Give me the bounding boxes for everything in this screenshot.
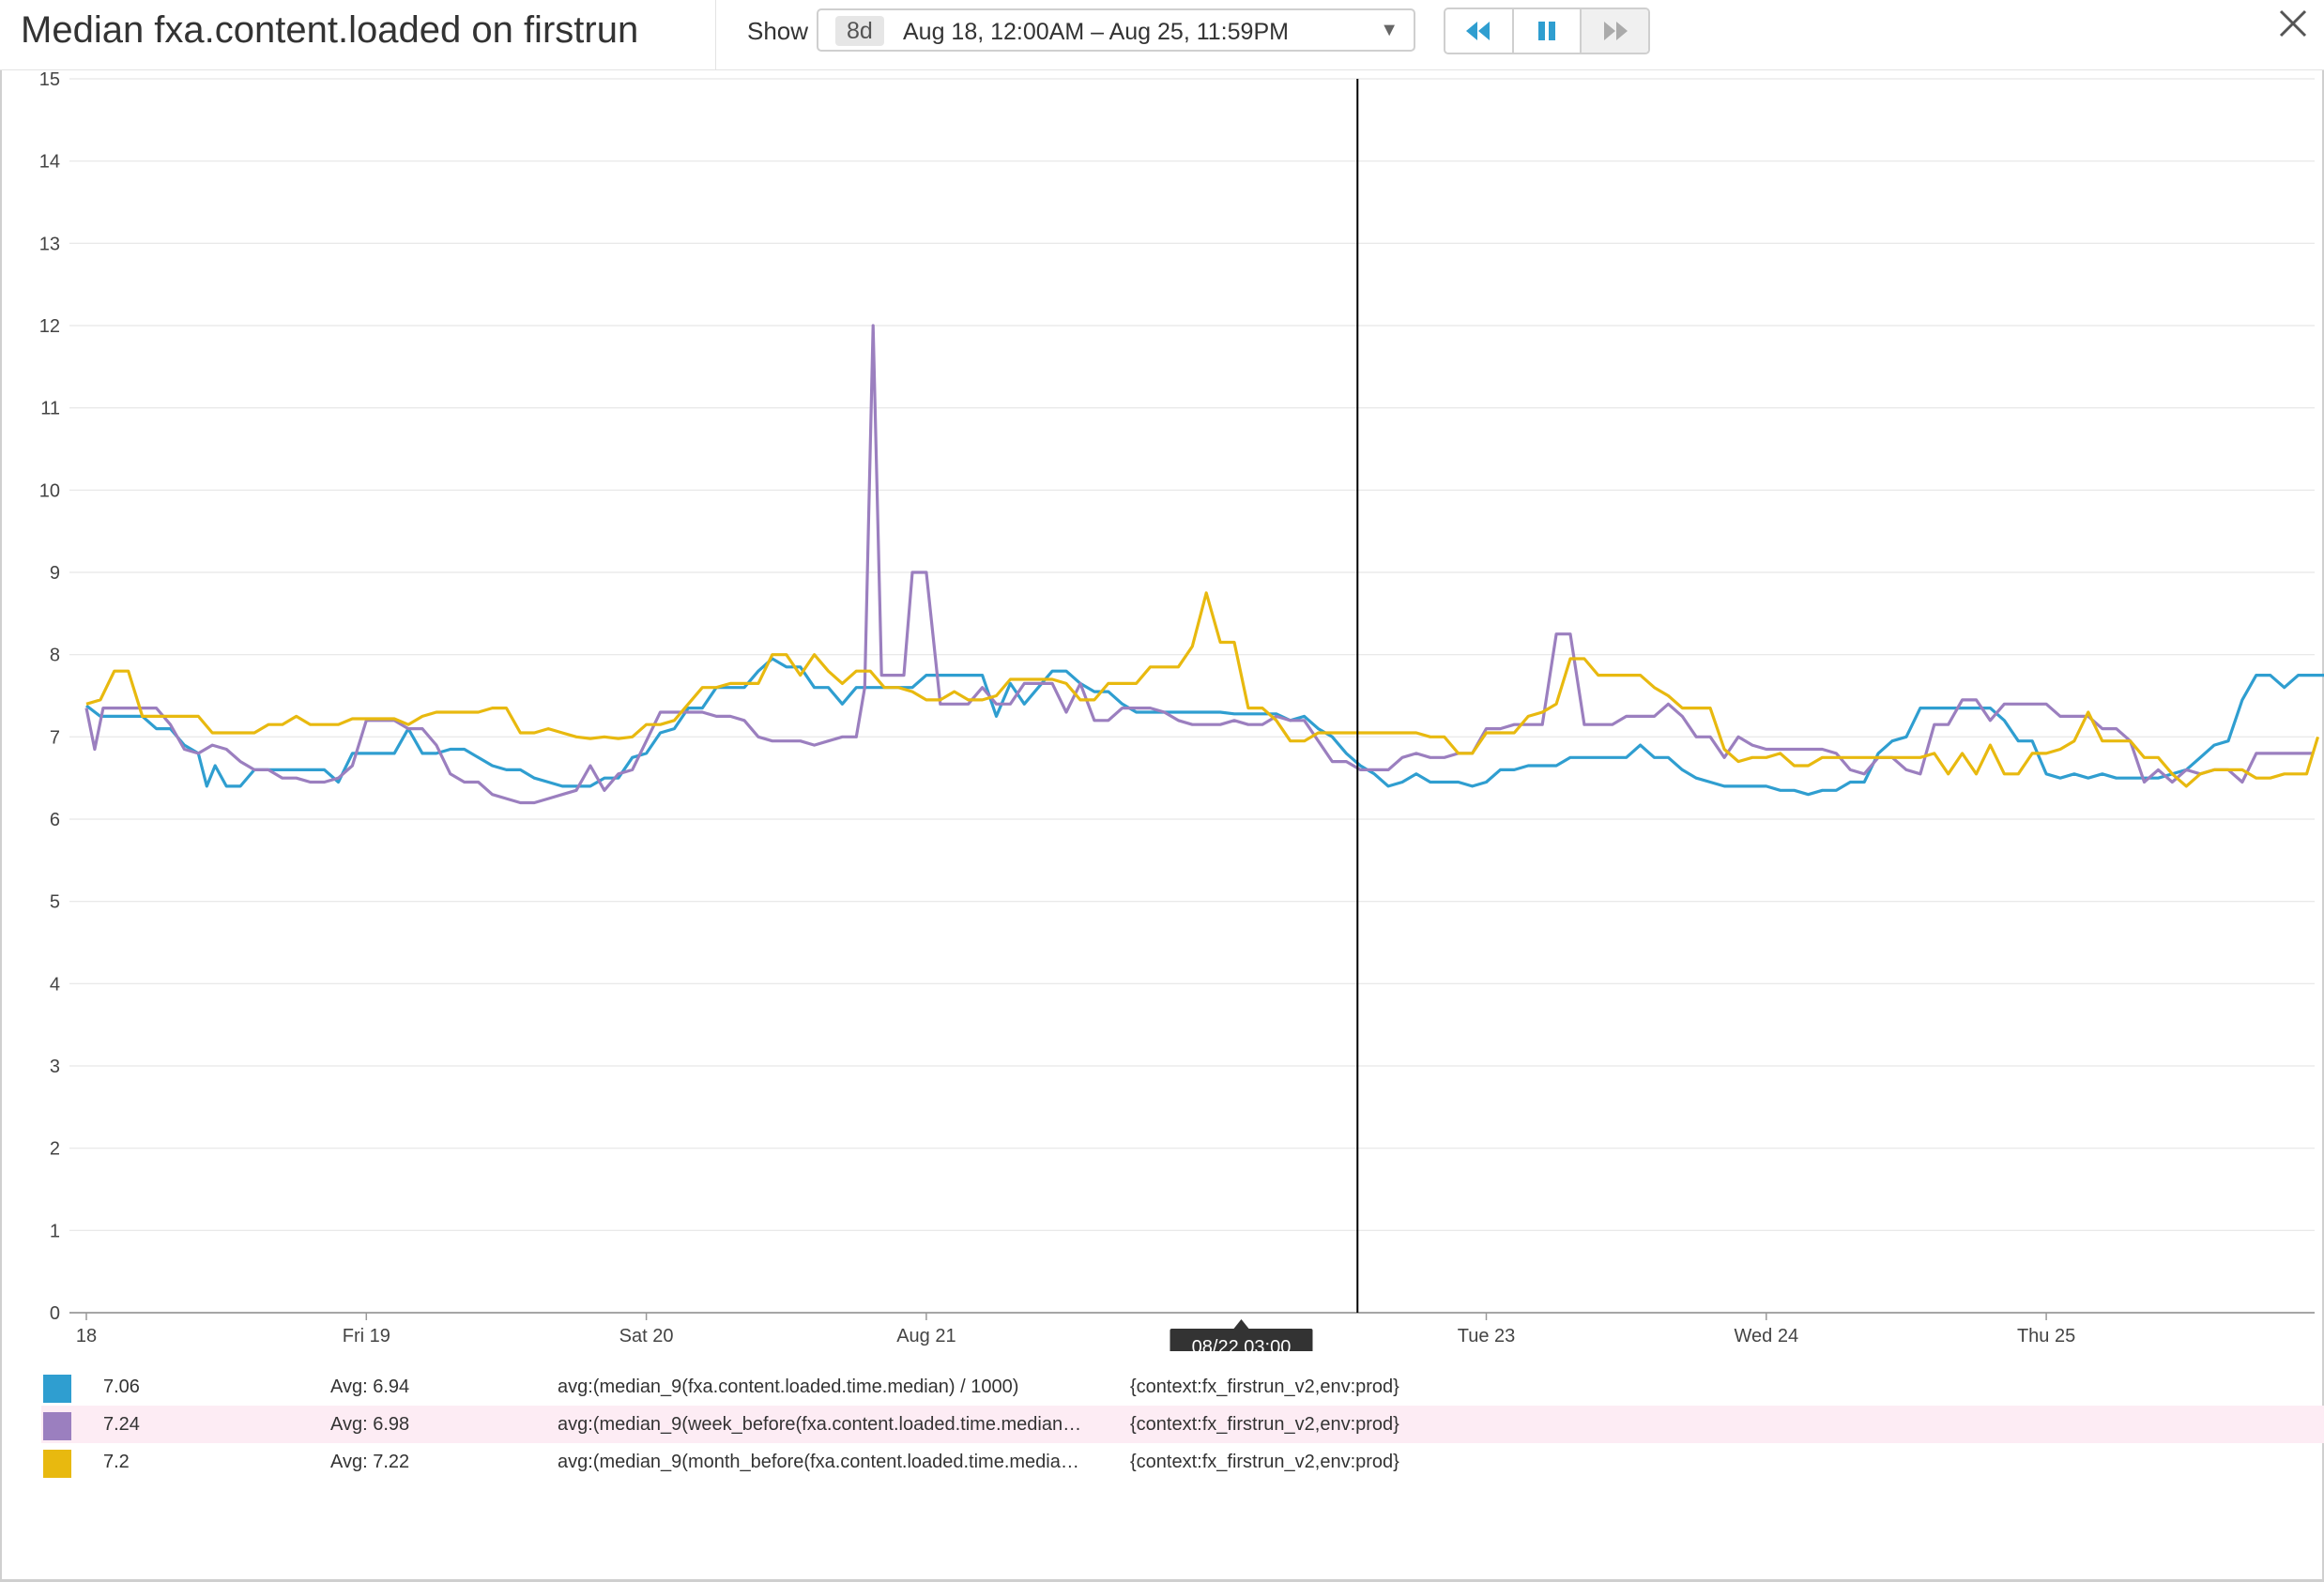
rewind-icon: [1466, 22, 1491, 40]
legend-value: 7.24: [103, 1414, 140, 1435]
cursor-tooltip: [1170, 1329, 1313, 1351]
legend-row[interactable]: 7.06 Avg: 6.94 avg:(median_9(fxa.content.l…: [41, 1368, 2324, 1406]
x-tick-label: 18: [76, 1326, 97, 1346]
y-tick-label: 1: [50, 1221, 60, 1241]
y-tick-label: 6: [50, 810, 60, 830]
x-tick-label: Wed 24: [1735, 1326, 1799, 1346]
legend-swatch: [43, 1375, 71, 1403]
y-tick-label: 4: [50, 974, 60, 995]
legend: 7.06 Avg: 6.94 avg:(median_9(fxa.content.l…: [41, 1368, 2324, 1481]
x-tick-label: Thu 25: [2017, 1326, 2075, 1346]
y-tick-label: 13: [39, 234, 60, 254]
legend-swatch: [43, 1450, 71, 1478]
legend-avg: Avg: 7.22: [330, 1452, 410, 1472]
rewind-button[interactable]: [1445, 9, 1512, 53]
y-tick-label: 15: [39, 69, 60, 90]
legend-swatch: [43, 1412, 71, 1440]
series-line-2: [84, 324, 2313, 805]
legend-avg: Avg: 6.94: [330, 1377, 410, 1397]
x-tick-label: Fri 19: [343, 1326, 390, 1346]
x-tick-label: Tue 23: [1458, 1326, 1516, 1346]
y-tick-label: 14: [39, 152, 60, 173]
pause-icon: [1538, 22, 1555, 40]
legend-scope: {context:fx_firstrun_v2,env:prod}: [1130, 1377, 1399, 1397]
tooltip-pointer: [1233, 1319, 1249, 1329]
show-label: Show: [747, 17, 809, 45]
close-button[interactable]: [2275, 6, 2313, 43]
timeframe-selector[interactable]: 8d Aug 18, 12:00AM – Aug 25, 11:59PM ▼: [817, 8, 1415, 52]
pause-button[interactable]: [1511, 9, 1581, 53]
legend-query: avg:(median_9(fxa.content.loaded.time.me…: [558, 1377, 1019, 1397]
close-icon: [2279, 9, 2307, 38]
y-tick-label: 2: [50, 1139, 60, 1160]
timeframe-badge: 8d: [835, 16, 884, 46]
y-tick-label: 5: [50, 892, 60, 913]
legend-row[interactable]: 7.2 Avg: 7.22 avg:(median_9(month_before(f…: [41, 1443, 2324, 1481]
legend-value: 7.2: [103, 1452, 130, 1472]
legend-scope: {context:fx_firstrun_v2,env:prod}: [1130, 1414, 1399, 1435]
legend-value: 7.06: [103, 1377, 140, 1397]
legend-avg: Avg: 6.98: [330, 1414, 410, 1435]
legend-scope: {context:fx_firstrun_v2,env:prod}: [1130, 1452, 1399, 1472]
timeframe-range: Aug 18, 12:00AM – Aug 25, 11:59PM: [903, 19, 1289, 45]
cursor-tooltip-label: 08/22 03:00: [1192, 1337, 1292, 1351]
divider: [715, 0, 716, 69]
x-tick-label: Aug 21: [896, 1326, 956, 1346]
series-line-3: [85, 591, 2320, 788]
x-tick-label: Sat 20: [619, 1326, 674, 1346]
fast-forward-icon: [1603, 22, 1628, 40]
y-tick-label: 10: [39, 480, 60, 501]
y-tick-label: 0: [50, 1303, 60, 1324]
legend-query: avg:(median_9(month_before(fxa.content.l…: [558, 1452, 1079, 1472]
legend-query: avg:(median_9(week_before(fxa.content.lo…: [558, 1414, 1082, 1435]
page-title: Median fxa.content.loaded on firstrun: [21, 9, 639, 51]
fast-forward-button[interactable]: [1580, 9, 1648, 53]
y-tick-label: 9: [50, 563, 60, 584]
y-tick-label: 8: [50, 646, 60, 666]
legend-row[interactable]: 7.24 Avg: 6.98 avg:(median_9(week_before(f…: [41, 1406, 2324, 1443]
header-bar: Median fxa.content.loaded on firstrun Sh…: [0, 0, 2324, 70]
y-tick-label: 7: [50, 727, 60, 748]
y-tick-label: 3: [50, 1057, 60, 1077]
y-tick-label: 12: [39, 316, 60, 337]
caret-down-icon: ▼: [1380, 20, 1399, 40]
playback-controls: [1444, 8, 1650, 54]
y-tick-label: 11: [40, 399, 60, 419]
